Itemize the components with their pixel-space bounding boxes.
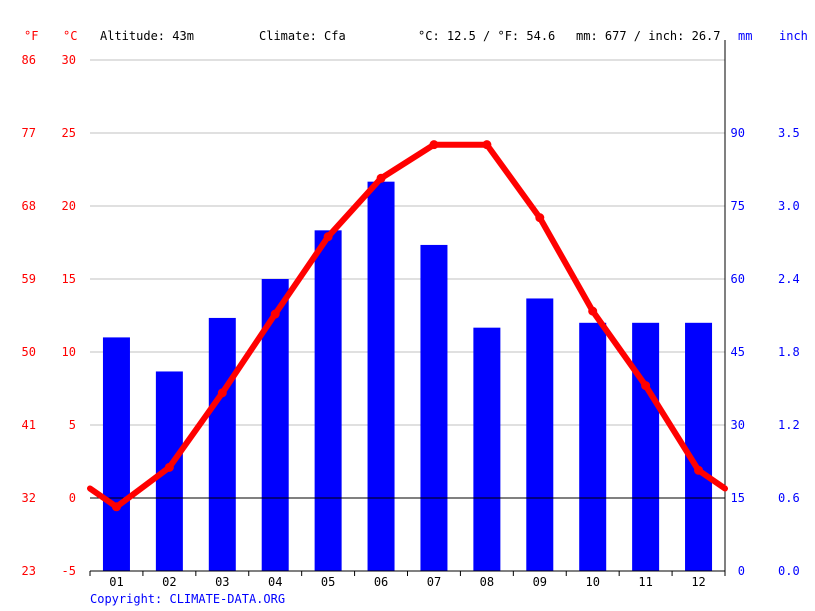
precipitation-bar xyxy=(208,317,236,571)
tick-labels: -5 23 0 32 5 41 10 50 15 59 20 68 25 77 30 86 0 0.0 15 0.6 3… xyxy=(22,53,800,589)
temperature-point xyxy=(429,140,439,150)
celsius-tick-label: -5 xyxy=(62,564,76,578)
inch-tick-label: 3.5 xyxy=(778,126,800,140)
mm-tick-label: 15 xyxy=(731,491,745,505)
temperature-point xyxy=(270,309,280,319)
altitude-label: Altitude: 43m xyxy=(100,29,194,43)
temperature-point xyxy=(323,232,333,242)
mm-tick-label: 75 xyxy=(731,199,745,213)
celsius-tick-label: 5 xyxy=(69,418,76,432)
temperature-point xyxy=(588,306,598,316)
celsius-tick-label: 30 xyxy=(62,53,76,67)
fahrenheit-tick-label: 41 xyxy=(22,418,36,432)
month-tick-label: 10 xyxy=(585,575,599,589)
month-tick-label: 11 xyxy=(638,575,652,589)
inch-tick-label: 1.8 xyxy=(778,345,800,359)
gridlines xyxy=(90,59,725,426)
precipitation-bar xyxy=(579,322,607,571)
copyright-link[interactable]: Copyright: CLIMATE-DATA.ORG xyxy=(90,592,286,606)
month-tick-label: 04 xyxy=(268,575,282,589)
temperature-line xyxy=(87,140,728,512)
celsius-tick-label: 0 xyxy=(69,491,76,505)
mm-unit-label: mm xyxy=(738,29,753,43)
celsius-tick-label: 25 xyxy=(62,126,76,140)
temperature-point xyxy=(376,173,386,183)
fahrenheit-tick-label: 59 xyxy=(22,272,36,286)
fahrenheit-unit-label: °F xyxy=(24,29,39,43)
inch-unit-label: inch xyxy=(779,29,808,43)
mm-tick-label: 0 xyxy=(738,564,745,578)
mm-tick-label: 30 xyxy=(731,418,745,432)
temperature-point xyxy=(164,462,174,472)
average-temperature-label: °C: 12.5 / °F: 54.6 xyxy=(418,29,556,43)
fahrenheit-tick-label: 23 xyxy=(22,564,36,578)
inch-tick-label: 0.0 xyxy=(778,564,800,578)
temperature-point xyxy=(217,388,227,398)
mm-tick-label: 90 xyxy=(731,126,745,140)
precipitation-bar xyxy=(420,244,448,571)
inch-tick-label: 2.4 xyxy=(778,272,800,286)
celsius-tick-label: 10 xyxy=(62,345,76,359)
temperature-point xyxy=(641,381,651,391)
fahrenheit-tick-label: 68 xyxy=(22,199,36,213)
precipitation-bar xyxy=(632,322,660,571)
month-tick-label: 02 xyxy=(162,575,176,589)
precipitation-bar xyxy=(526,298,554,571)
fahrenheit-tick-label: 86 xyxy=(22,53,36,67)
month-tick-label: 05 xyxy=(321,575,335,589)
precipitation-bar xyxy=(102,337,130,571)
temperature-point xyxy=(111,502,121,512)
inch-tick-label: 3.0 xyxy=(778,199,800,213)
inch-tick-label: 1.2 xyxy=(778,418,800,432)
precipitation-bar xyxy=(314,230,342,572)
month-tick-label: 12 xyxy=(691,575,705,589)
fahrenheit-tick-label: 50 xyxy=(22,345,36,359)
temperature-point xyxy=(535,213,545,223)
precipitation-bars xyxy=(102,181,713,572)
month-tick-label: 09 xyxy=(533,575,547,589)
celsius-unit-label: °C xyxy=(63,29,78,43)
precipitation-total-label: mm: 677 / inch: 26.7 xyxy=(576,29,721,43)
precipitation-bar xyxy=(473,327,501,571)
precipitation-bar xyxy=(685,322,713,571)
temperature-point xyxy=(482,140,492,150)
mm-tick-label: 45 xyxy=(731,345,745,359)
month-tick-label: 01 xyxy=(109,575,123,589)
temperature-line-path xyxy=(87,141,728,510)
mm-tick-label: 60 xyxy=(731,272,745,286)
month-tick-label: 03 xyxy=(215,575,229,589)
month-tick-label: 08 xyxy=(480,575,494,589)
temperature-point xyxy=(694,465,704,475)
fahrenheit-tick-label: 32 xyxy=(22,491,36,505)
axes xyxy=(89,40,726,576)
fahrenheit-tick-label: 77 xyxy=(22,126,36,140)
inch-tick-label: 0.6 xyxy=(778,491,800,505)
month-tick-label: 07 xyxy=(427,575,441,589)
precipitation-bar xyxy=(367,181,395,571)
climate-label: Climate: Cfa xyxy=(259,29,346,43)
celsius-tick-label: 15 xyxy=(62,272,76,286)
month-tick-label: 06 xyxy=(374,575,388,589)
celsius-tick-label: 20 xyxy=(62,199,76,213)
